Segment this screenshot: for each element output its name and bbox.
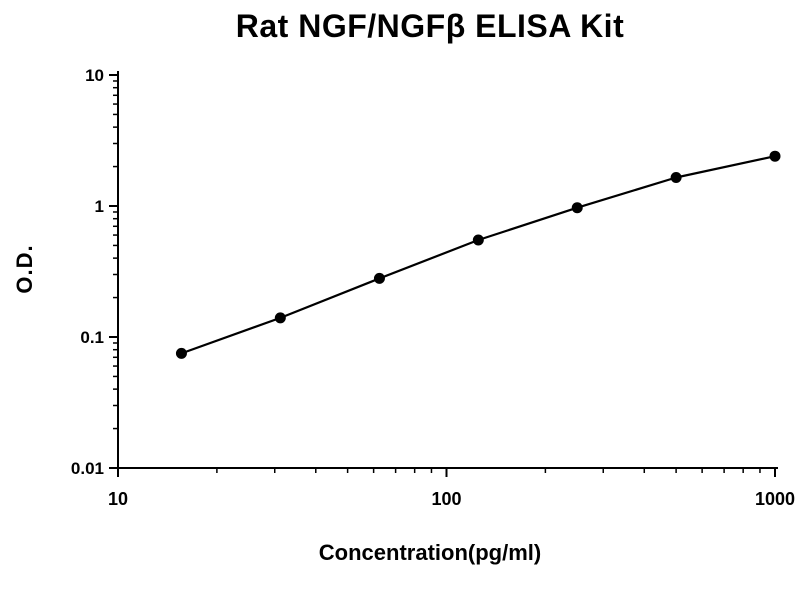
data-point [373, 272, 385, 284]
data-point [769, 150, 781, 162]
y-tick-label: 1 [95, 197, 104, 216]
data-point [571, 202, 583, 214]
data-point [175, 347, 187, 359]
y-tick-label: 0.01 [71, 459, 104, 478]
x-tick-label: 100 [431, 489, 461, 509]
data-point [274, 312, 286, 324]
chart-title: Rat NGF/NGFβ ELISA Kit [235, 8, 625, 44]
x-tick-label: 10 [108, 489, 128, 509]
y-tick-label: 0.1 [80, 328, 104, 347]
data-point [472, 234, 484, 246]
y-tick-label: 10 [85, 66, 104, 85]
x-tick-label: 1000 [755, 489, 795, 509]
standard-curve-line [181, 155, 776, 355]
x-axis-label: Concentration(pg/ml) [318, 540, 542, 565]
data-point [670, 172, 682, 184]
